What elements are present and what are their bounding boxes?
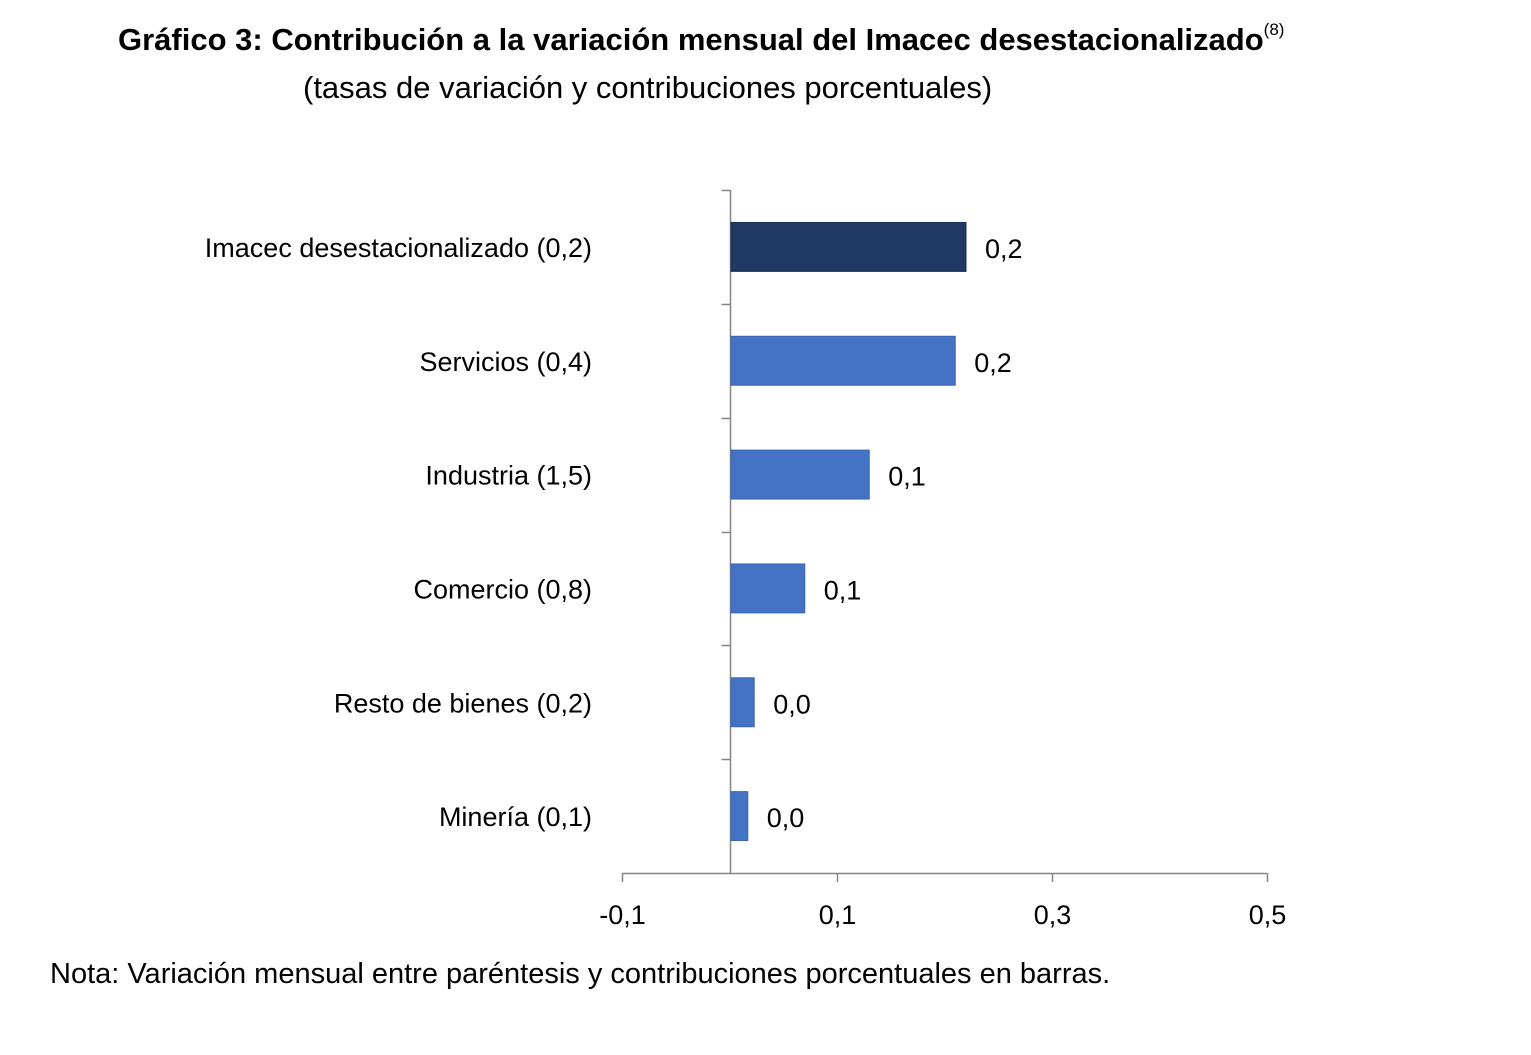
- x-tick-label: 0,1: [819, 900, 857, 930]
- bar: [730, 449, 870, 500]
- bar: [730, 791, 749, 842]
- category-label: Resto de bienes (0,2): [334, 688, 592, 718]
- x-tick-label: 0,3: [1034, 900, 1072, 930]
- data-label: 0,0: [767, 803, 805, 833]
- chart-title: Gráfico 3: Contribución a la variación m…: [118, 19, 1285, 58]
- chart-note: Nota: Variación mensual entre paréntesis…: [50, 958, 1111, 990]
- footnote-marker: (8): [1263, 19, 1285, 39]
- category-label: Servicios (0,4): [419, 347, 592, 377]
- bar: [730, 677, 755, 728]
- data-label: 0,2: [974, 348, 1012, 378]
- category-label: Industria (1,5): [425, 461, 592, 491]
- data-label: 0,1: [888, 462, 926, 492]
- x-tick-label: 0,5: [1249, 900, 1287, 930]
- category-label: Imacec desestacionalizado (0,2): [205, 233, 592, 263]
- chart-subtitle: (tasas de variación y contribuciones por…: [303, 70, 993, 105]
- data-label: 0,1: [824, 575, 862, 605]
- category-label: Comercio (0,8): [413, 574, 592, 604]
- x-tick-label: -0,1: [599, 900, 646, 930]
- bar: [730, 563, 806, 614]
- chart-title-text: Gráfico 3: Contribución a la variación m…: [118, 22, 1264, 57]
- data-label: 0,2: [985, 234, 1023, 264]
- data-label: 0,0: [773, 689, 811, 719]
- category-label: Minería (0,1): [439, 802, 592, 832]
- bar: [730, 221, 967, 272]
- bar: [730, 335, 956, 386]
